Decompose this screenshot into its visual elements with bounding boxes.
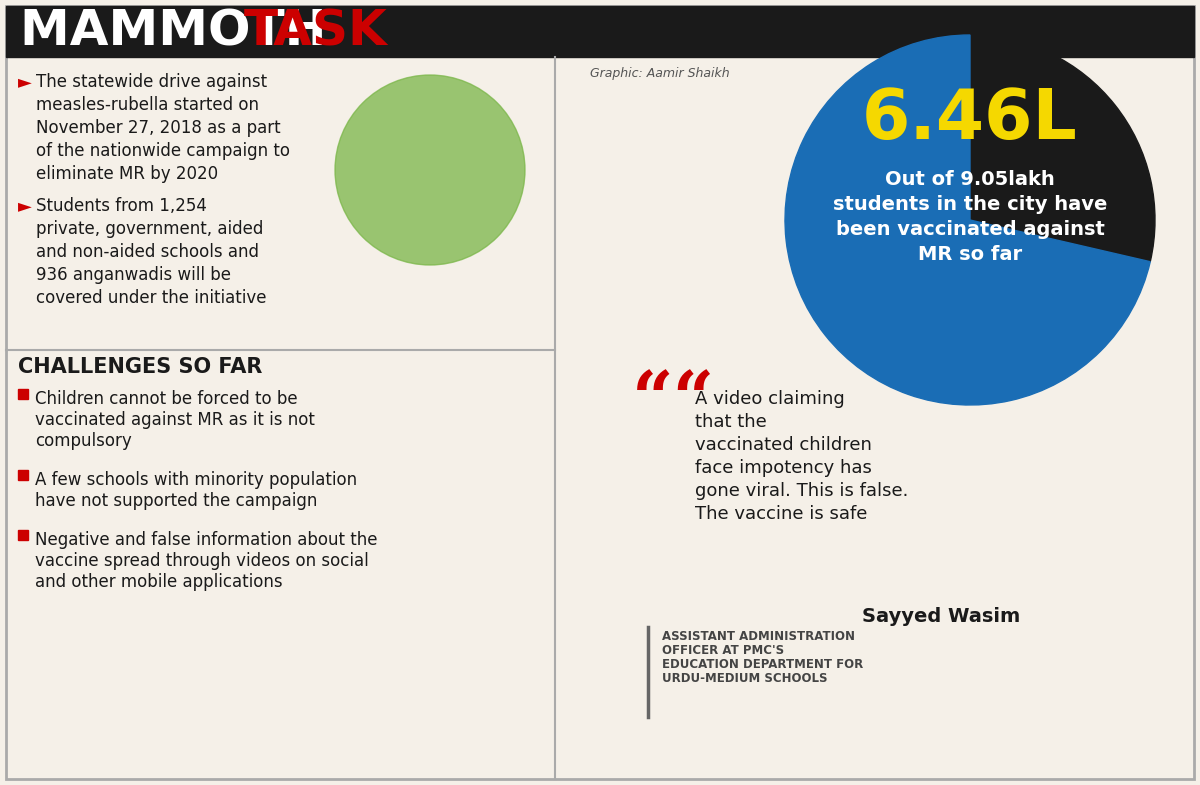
Text: 936 anganwadis will be: 936 anganwadis will be: [36, 266, 230, 284]
Text: vaccine spread through videos on social: vaccine spread through videos on social: [35, 552, 368, 570]
Text: students in the city have: students in the city have: [833, 195, 1108, 214]
Text: Students from 1,254: Students from 1,254: [36, 197, 206, 215]
Text: ►: ►: [18, 197, 32, 215]
Text: OFFICER AT PMC'S: OFFICER AT PMC'S: [662, 644, 784, 657]
Text: ““: ““: [632, 367, 715, 438]
Bar: [18, 389, 28, 399]
Text: been vaccinated against: been vaccinated against: [835, 220, 1104, 239]
Text: gone viral. This is false.: gone viral. This is false.: [695, 482, 908, 500]
Text: have not supported the campaign: have not supported the campaign: [35, 492, 317, 510]
Text: Sayyed Wasim: Sayyed Wasim: [862, 607, 1020, 626]
Text: measles-rubella started on: measles-rubella started on: [36, 96, 259, 114]
Text: private, government, aided: private, government, aided: [36, 220, 263, 238]
Text: Out of 9.05lakh: Out of 9.05lakh: [886, 170, 1055, 189]
Wedge shape: [970, 35, 1154, 261]
Text: Graphic: Aamir Shaikh: Graphic: Aamir Shaikh: [590, 67, 730, 80]
Text: vaccinated against MR as it is not: vaccinated against MR as it is not: [35, 411, 314, 429]
Text: A video claiming: A video claiming: [695, 390, 845, 408]
Bar: [18, 530, 28, 540]
FancyBboxPatch shape: [6, 6, 1194, 779]
Text: MR so far: MR so far: [918, 245, 1022, 264]
Text: November 27, 2018 as a part: November 27, 2018 as a part: [36, 119, 281, 137]
Text: eliminate MR by 2020: eliminate MR by 2020: [36, 165, 218, 183]
Text: and non-aided schools and: and non-aided schools and: [36, 243, 259, 261]
Text: A few schools with minority population: A few schools with minority population: [35, 471, 358, 489]
Text: face impotency has: face impotency has: [695, 459, 872, 477]
Text: compulsory: compulsory: [35, 432, 132, 450]
Text: EDUCATION DEPARTMENT FOR: EDUCATION DEPARTMENT FOR: [662, 658, 863, 671]
Text: and other mobile applications: and other mobile applications: [35, 573, 283, 591]
Text: The vaccine is safe: The vaccine is safe: [695, 505, 868, 523]
Text: Negative and false information about the: Negative and false information about the: [35, 531, 378, 549]
Text: 6.46L: 6.46L: [862, 86, 1078, 154]
Text: ►: ►: [18, 73, 32, 91]
Text: URDU-MEDIUM SCHOOLS: URDU-MEDIUM SCHOOLS: [662, 672, 828, 685]
Bar: [18, 470, 28, 480]
Text: vaccinated children: vaccinated children: [695, 436, 872, 454]
Text: that the: that the: [695, 413, 767, 431]
Text: ASSISTANT ADMINISTRATION: ASSISTANT ADMINISTRATION: [662, 630, 854, 643]
Circle shape: [335, 75, 526, 265]
Text: CHALLENGES SO FAR: CHALLENGES SO FAR: [18, 357, 263, 377]
Text: Children cannot be forced to be: Children cannot be forced to be: [35, 390, 298, 408]
Text: covered under the initiative: covered under the initiative: [36, 289, 266, 307]
Bar: [6, 6, 1194, 57]
Wedge shape: [785, 35, 1151, 405]
Text: TASK: TASK: [244, 8, 388, 56]
Text: MAMMOTH: MAMMOTH: [20, 8, 344, 56]
Text: The statewide drive against: The statewide drive against: [36, 73, 268, 91]
Text: of the nationwide campaign to: of the nationwide campaign to: [36, 142, 290, 160]
